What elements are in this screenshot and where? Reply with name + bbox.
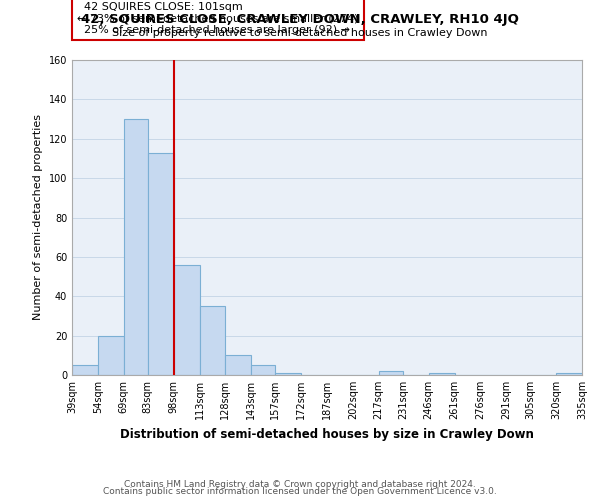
Bar (556, 373, 582, 375)
Bar (199, 306, 226, 375)
Text: Contains HM Land Registry data © Crown copyright and database right 2024.: Contains HM Land Registry data © Crown c… (124, 480, 476, 489)
X-axis label: Distribution of semi-detached houses by size in Crawley Down: Distribution of semi-detached houses by … (120, 428, 534, 440)
Bar (72, 365, 98, 375)
Y-axis label: Number of semi-detached properties: Number of semi-detached properties (33, 114, 43, 320)
Text: Contains public sector information licensed under the Open Government Licence v3: Contains public sector information licen… (103, 487, 497, 496)
Bar (275, 373, 301, 375)
Bar (124, 119, 148, 375)
Bar (226, 356, 251, 375)
Bar (173, 265, 199, 375)
Bar (379, 371, 403, 375)
Text: 42, SQUIRES CLOSE, CRAWLEY DOWN, CRAWLEY, RH10 4JQ: 42, SQUIRES CLOSE, CRAWLEY DOWN, CRAWLEY… (81, 12, 519, 26)
Text: 42 SQUIRES CLOSE: 101sqm
← 73% of semi-detached houses are smaller (274)
  25% o: 42 SQUIRES CLOSE: 101sqm ← 73% of semi-d… (77, 2, 358, 35)
Bar (98, 336, 124, 375)
Bar (428, 373, 455, 375)
Bar (148, 152, 173, 375)
Text: Size of property relative to semi-detached houses in Crawley Down: Size of property relative to semi-detach… (112, 28, 488, 38)
Bar (251, 365, 275, 375)
